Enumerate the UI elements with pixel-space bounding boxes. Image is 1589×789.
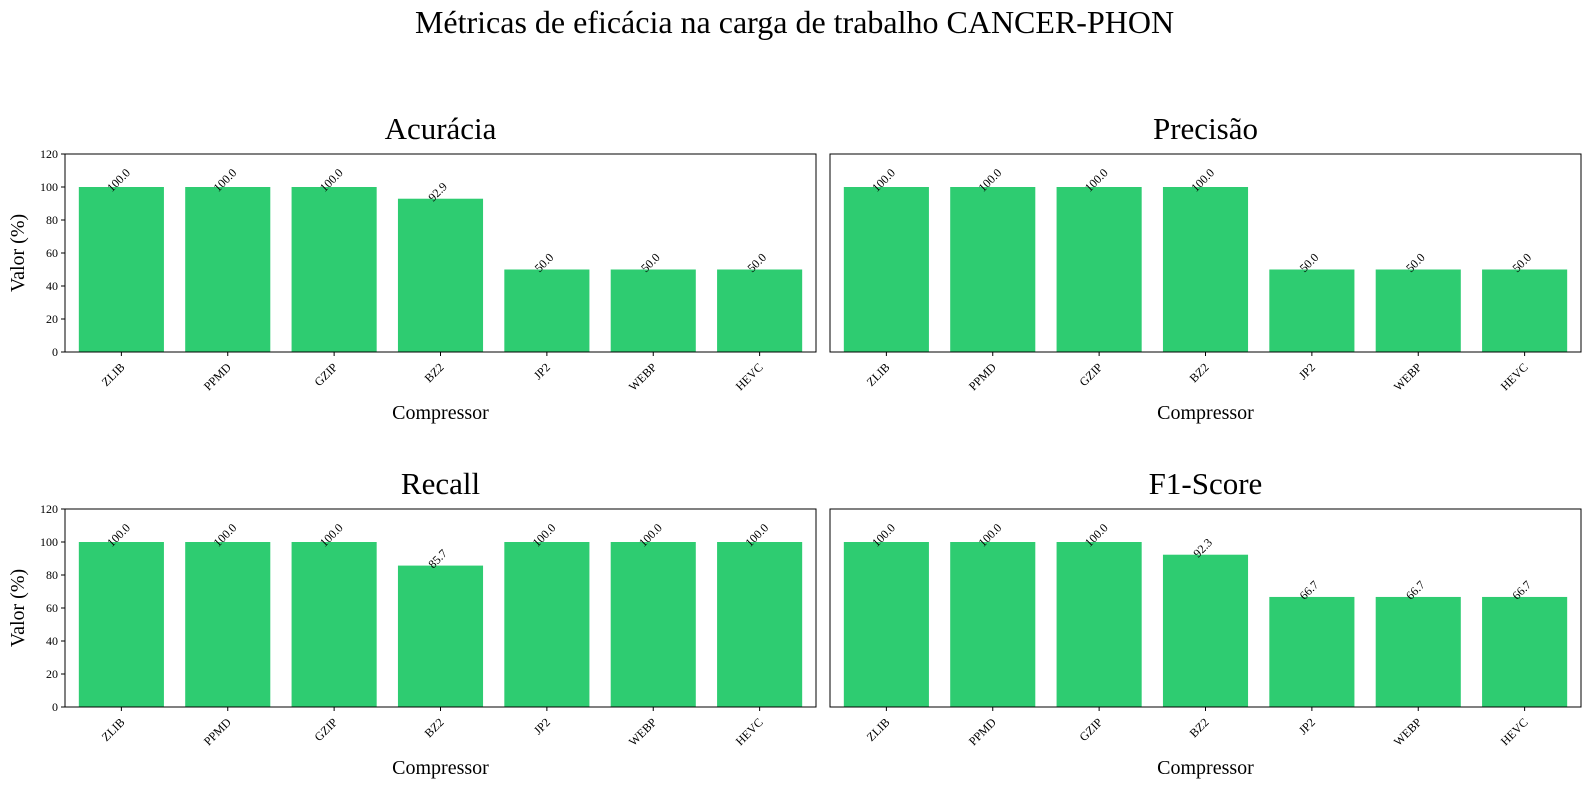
bar xyxy=(1269,596,1355,707)
bar xyxy=(843,542,929,707)
bar xyxy=(843,187,929,352)
bar xyxy=(717,542,803,707)
x-tick-label: HEVC xyxy=(1498,360,1531,393)
bar xyxy=(1482,269,1568,352)
bar xyxy=(1056,542,1142,707)
bar xyxy=(291,542,377,707)
chart-panel-2: Precisão100.0ZLIB100.0PPMD100.0GZIP100.0… xyxy=(829,111,1582,424)
x-axis-label: Compressor xyxy=(1157,757,1254,779)
axes-frame xyxy=(829,153,1582,353)
bar xyxy=(950,542,1036,707)
chart-panel-1: Acurácia100.0ZLIB100.0PPMD100.0GZIP92.9B… xyxy=(7,111,817,424)
x-tick-label: PPMD xyxy=(201,715,234,748)
bar xyxy=(185,187,271,352)
bar xyxy=(397,565,484,707)
x-tick-label: PPMD xyxy=(201,360,234,393)
bar xyxy=(504,542,590,707)
bar xyxy=(1482,596,1568,707)
bar xyxy=(185,542,271,707)
x-tick-label: PPMD xyxy=(966,360,999,393)
y-tick-label: 40 xyxy=(46,279,58,293)
y-tick-label: 20 xyxy=(46,312,58,326)
x-tick-label: JP2 xyxy=(531,360,553,382)
x-tick-label: BZ2 xyxy=(422,360,447,385)
x-tick-label: WEBP xyxy=(1391,360,1425,394)
x-tick-label: HEVC xyxy=(733,715,766,748)
y-tick-label: 80 xyxy=(46,213,58,227)
bar xyxy=(1162,187,1249,352)
x-tick-label: BZ2 xyxy=(422,715,447,740)
bar xyxy=(1375,269,1461,352)
x-tick-label: GZIP xyxy=(311,715,340,744)
bar xyxy=(950,187,1036,352)
bar xyxy=(1375,596,1461,707)
y-tick-label: 100 xyxy=(40,535,58,549)
chart-panel-3: Recall100.0ZLIB100.0PPMD100.0GZIP85.7BZ2… xyxy=(7,466,817,779)
bar xyxy=(504,269,590,352)
x-tick-label: HEVC xyxy=(1498,715,1531,748)
y-tick-label: 60 xyxy=(46,246,58,260)
x-tick-label: JP2 xyxy=(531,715,553,737)
chart-title: Recall xyxy=(401,466,480,501)
bar xyxy=(1056,187,1142,352)
bar xyxy=(610,269,696,352)
y-tick-label: 120 xyxy=(40,502,58,516)
x-tick-label: BZ2 xyxy=(1187,360,1212,385)
x-tick-label: ZLIB xyxy=(864,360,893,389)
axes-frame xyxy=(64,508,817,708)
chart-title: F1-Score xyxy=(1149,466,1263,501)
bar xyxy=(291,187,377,352)
y-tick-label: 100 xyxy=(40,180,58,194)
bar xyxy=(397,198,484,352)
y-tick-label: 40 xyxy=(46,634,58,648)
x-axis-label: Compressor xyxy=(1157,402,1254,424)
x-tick-label: WEBP xyxy=(626,360,660,394)
bar xyxy=(610,542,696,707)
x-tick-label: GZIP xyxy=(311,360,340,389)
x-tick-label: GZIP xyxy=(1076,360,1105,389)
axes-frame xyxy=(829,508,1582,708)
bar xyxy=(1269,269,1355,352)
x-tick-label: PPMD xyxy=(966,715,999,748)
x-tick-label: ZLIB xyxy=(99,360,128,389)
x-tick-label: ZLIB xyxy=(864,715,893,744)
x-tick-label: WEBP xyxy=(1391,715,1425,749)
x-axis-label: Compressor xyxy=(392,402,489,424)
x-tick-label: WEBP xyxy=(626,715,660,749)
y-tick-label: 0 xyxy=(52,700,58,714)
x-tick-label: ZLIB xyxy=(99,715,128,744)
axes-frame xyxy=(64,153,817,353)
bar xyxy=(78,187,164,352)
x-tick-label: BZ2 xyxy=(1187,715,1212,740)
y-tick-label: 80 xyxy=(46,568,58,582)
chart-title: Precisão xyxy=(1153,111,1258,146)
x-tick-label: JP2 xyxy=(1296,715,1318,737)
bar xyxy=(1162,554,1249,707)
bar xyxy=(78,542,164,707)
bar xyxy=(717,269,803,352)
x-tick-label: JP2 xyxy=(1296,360,1318,382)
figure-title: Métricas de eficácia na carga de trabalh… xyxy=(415,4,1174,40)
chart-panel-4: F1-Score100.0ZLIB100.0PPMD100.0GZIP92.3B… xyxy=(829,466,1582,779)
y-tick-label: 120 xyxy=(40,147,58,161)
y-tick-label: 0 xyxy=(52,345,58,359)
chart-title: Acurácia xyxy=(385,111,497,146)
y-tick-label: 20 xyxy=(46,667,58,681)
x-axis-label: Compressor xyxy=(392,757,489,779)
y-axis-label: Valor (%) xyxy=(7,214,29,292)
x-tick-label: HEVC xyxy=(733,360,766,393)
y-tick-label: 60 xyxy=(46,601,58,615)
y-axis-label: Valor (%) xyxy=(7,569,29,647)
x-tick-label: GZIP xyxy=(1076,715,1105,744)
